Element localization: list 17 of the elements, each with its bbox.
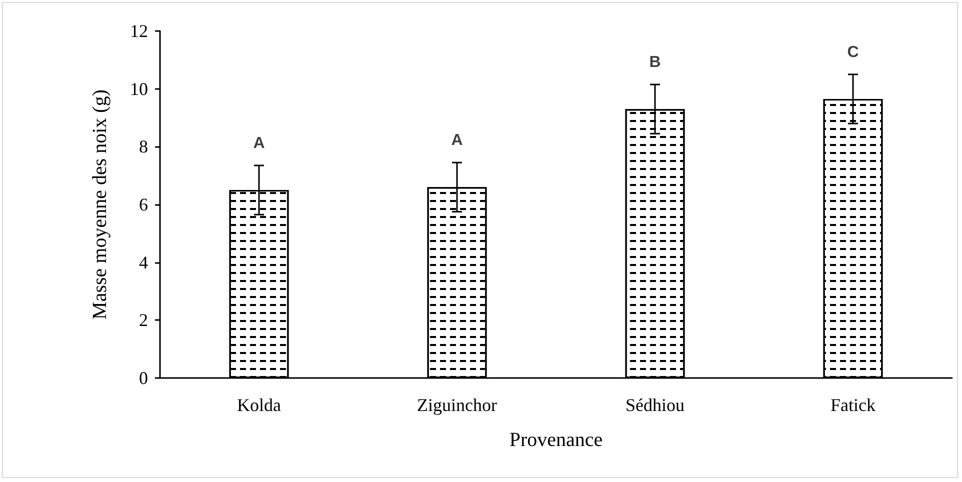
y-tick-label: 2 xyxy=(139,310,148,330)
x-tick-label: Ziguinchor xyxy=(417,395,497,415)
y-tick-label: 6 xyxy=(139,194,148,214)
y-tick-label: 4 xyxy=(139,252,148,272)
x-axis-title: Provenance xyxy=(509,429,603,451)
y-axis-title: Masse moyenne des noix (g) xyxy=(89,90,111,320)
annotation: C xyxy=(847,44,860,61)
x-tick-label: Fatick xyxy=(830,395,876,415)
x-tick-label: Kolda xyxy=(237,395,281,415)
y-tick-label: 8 xyxy=(139,136,148,157)
y-tick-label: 12 xyxy=(130,21,148,41)
annotation: A xyxy=(451,132,464,150)
x-tick-label: Sédhiou xyxy=(625,395,685,415)
y-tick-label: 10 xyxy=(130,78,148,99)
annotation: B xyxy=(649,54,661,71)
annotation: A xyxy=(253,134,266,152)
y-tick-label: 0 xyxy=(139,368,148,388)
